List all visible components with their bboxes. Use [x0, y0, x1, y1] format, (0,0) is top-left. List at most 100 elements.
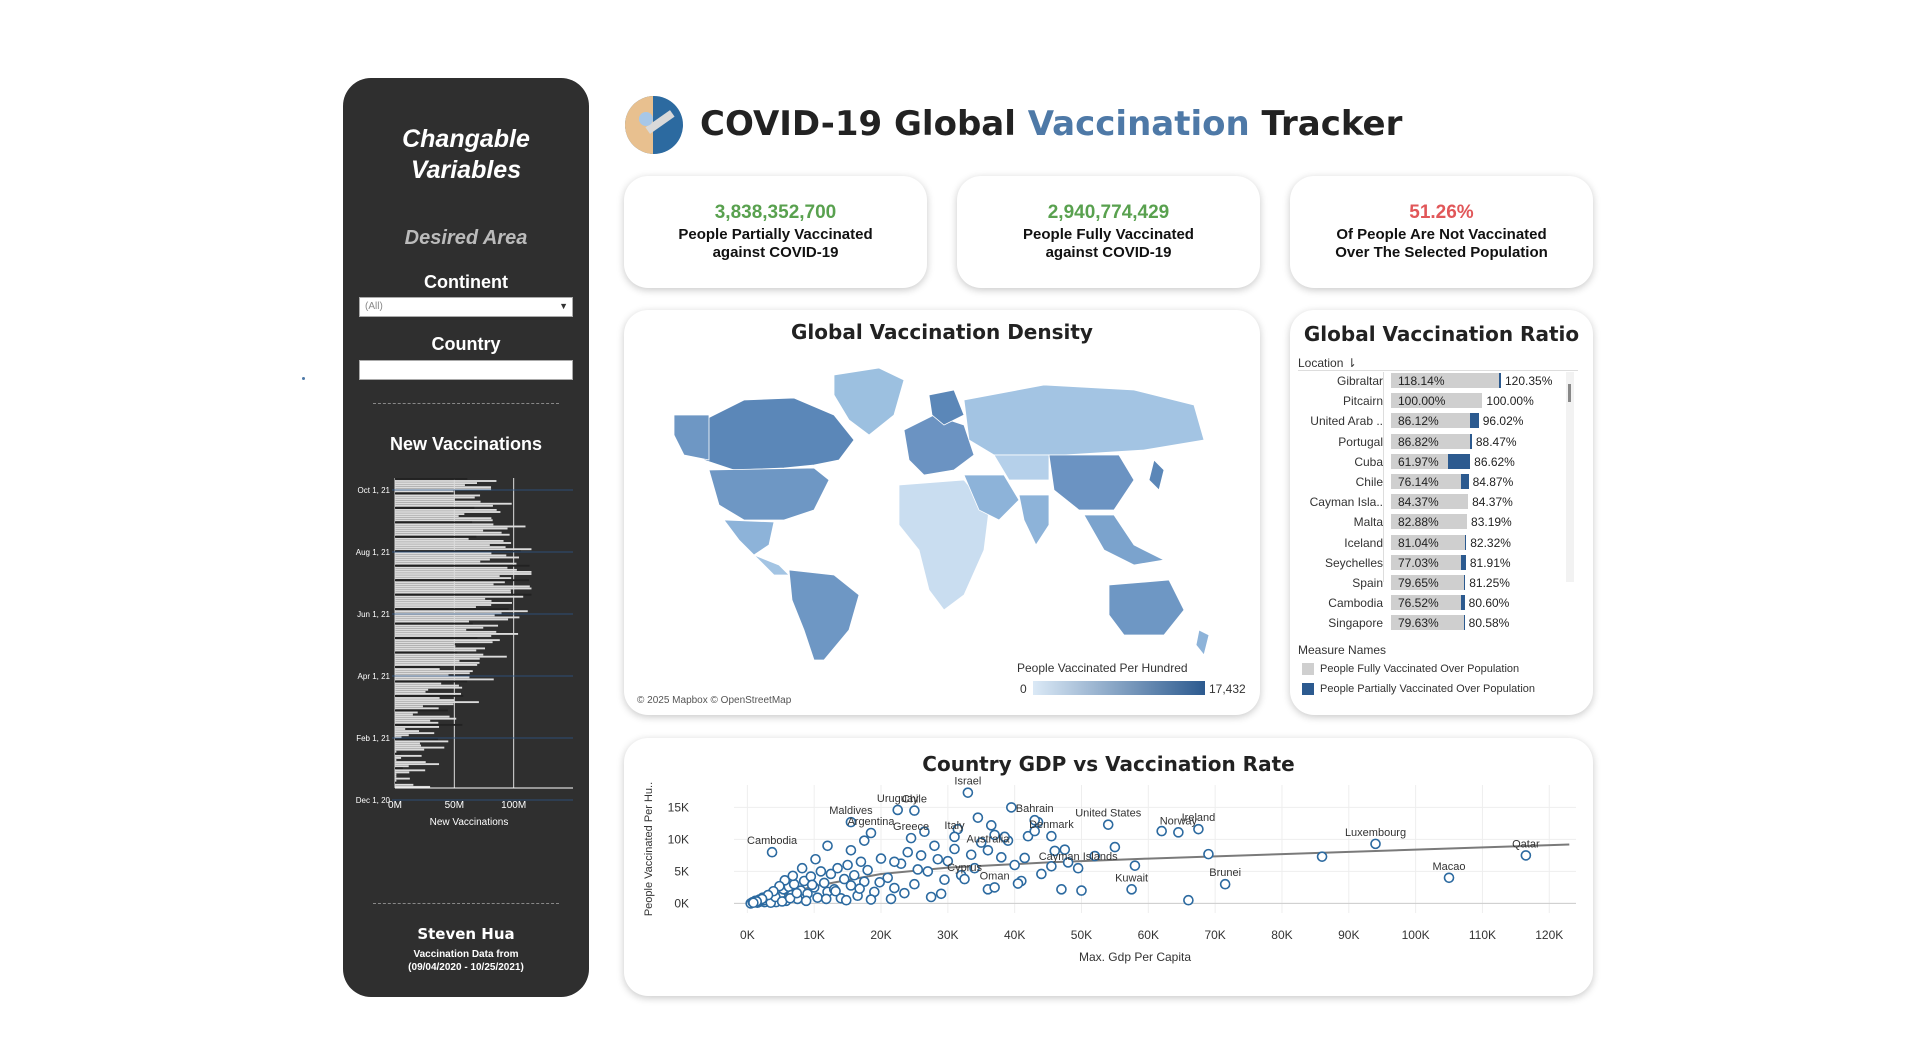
continent-select[interactable]: (All) ▼ [359, 297, 573, 317]
scatter-point[interactable] [975, 837, 987, 848]
world-map[interactable] [664, 360, 1224, 660]
sort-icon[interactable]: ⇂ [1346, 356, 1357, 370]
scatter-point[interactable] [1129, 860, 1141, 871]
scatter-point[interactable] [882, 872, 893, 884]
scatter-point[interactable] [791, 887, 803, 899]
scatter-point[interactable] [949, 843, 960, 855]
scatter-point[interactable] [810, 853, 821, 865]
scatter-point[interactable] [812, 892, 823, 903]
scatter-point[interactable] [989, 829, 1000, 841]
scatter-point[interactable] [800, 895, 812, 907]
scatter-point[interactable] [838, 873, 850, 885]
scatter-point[interactable] [848, 869, 860, 881]
scatter-point[interactable] [822, 840, 833, 852]
ratio-column-header[interactable]: Location ⇂ [1298, 356, 1357, 370]
ratio-row[interactable]: Cambodia 76.52% 80.60% [1298, 594, 1578, 612]
scatter-point[interactable] [885, 893, 897, 905]
scatter-point[interactable] [1019, 852, 1030, 864]
scatter-point[interactable] [929, 840, 940, 852]
scatter-point[interactable] [862, 864, 873, 876]
scatter-point[interactable] [919, 826, 930, 838]
ratio-row[interactable]: United Arab .. 86.12% 96.02% [1298, 412, 1578, 430]
scatter-point-labeled[interactable] [909, 805, 920, 816]
scatter-point[interactable] [899, 887, 910, 899]
scatter-point-labeled[interactable] [959, 873, 970, 885]
scatter-point[interactable] [859, 876, 870, 887]
scatter-point[interactable] [902, 846, 914, 858]
scatter-point-labeled[interactable] [892, 804, 904, 816]
scatter-point-labeled[interactable] [1193, 823, 1204, 835]
ratio-row[interactable]: Iceland 81.04% 82.32% [1298, 534, 1578, 552]
scatter-point[interactable] [854, 883, 865, 894]
scatter-point-labeled[interactable] [1520, 850, 1532, 861]
scatter-point[interactable] [874, 876, 885, 888]
scatter-point-labeled[interactable] [865, 827, 877, 839]
ratio-row[interactable]: Spain 79.65% 81.25% [1298, 574, 1578, 592]
ratio-scrollbar[interactable] [1566, 372, 1574, 582]
scatter-point[interactable] [1076, 885, 1087, 896]
scatter-point[interactable] [942, 855, 954, 867]
scatter-point-labeled[interactable] [1126, 884, 1137, 895]
scatter-point[interactable] [818, 877, 830, 889]
scatter-point[interactable] [1059, 844, 1071, 855]
scatter-point-labeled[interactable] [989, 882, 1000, 893]
scatter-point-labeled[interactable] [962, 787, 974, 798]
scatter-point[interactable] [1183, 894, 1194, 906]
scatter-point-labeled[interactable] [1046, 830, 1057, 842]
ratio-row[interactable]: Seychelles 77.03% 81.91% [1298, 554, 1578, 572]
scatter-point[interactable] [855, 856, 867, 868]
scatter-point[interactable] [915, 850, 927, 861]
scatter-point[interactable] [1009, 859, 1020, 871]
scatter-point-labeled[interactable] [1370, 838, 1381, 850]
scatter-point[interactable] [985, 820, 997, 831]
ratio-row[interactable]: Pitcairn 100.00% 100.00% [1298, 392, 1578, 410]
scatter-point[interactable] [830, 885, 841, 897]
scatter-point[interactable] [1012, 878, 1024, 889]
ratio-row[interactable]: Singapore 79.63% 80.58% [1298, 614, 1578, 632]
scatter-point[interactable] [865, 894, 877, 905]
scatter-point-labeled[interactable] [1102, 819, 1114, 830]
scatter-point[interactable] [1006, 802, 1017, 813]
scatter-point[interactable] [909, 878, 920, 890]
scatter-point[interactable] [1029, 825, 1041, 837]
scatter-point[interactable] [889, 856, 900, 868]
scatter-point[interactable] [996, 852, 1007, 863]
scatter-point[interactable] [1062, 857, 1074, 868]
scatter-point[interactable] [965, 849, 977, 861]
scatter-point-labeled[interactable] [905, 832, 917, 844]
scatter-point[interactable] [845, 880, 857, 891]
scatter-point[interactable] [787, 870, 799, 882]
scatter-point-labeled[interactable] [1443, 872, 1455, 884]
scatter-point[interactable] [912, 864, 924, 875]
scatter-point[interactable] [1046, 860, 1057, 872]
scatter-point[interactable] [832, 862, 843, 874]
scatter-point-labeled[interactable] [1029, 814, 1041, 826]
scatter-point-labeled[interactable] [1173, 827, 1184, 838]
scatter-point[interactable] [925, 891, 937, 903]
scatter-point[interactable] [815, 866, 827, 877]
scatter-point[interactable] [889, 882, 900, 894]
scatter-point[interactable] [939, 874, 950, 886]
scatter-point[interactable] [842, 859, 853, 871]
scatter-point[interactable] [972, 812, 984, 823]
scatter-point-labeled[interactable] [1072, 862, 1084, 874]
scatter-point[interactable] [999, 831, 1010, 843]
scatter-point[interactable] [1049, 845, 1061, 857]
country-input[interactable] [359, 360, 573, 380]
scatter-point-labeled[interactable] [766, 846, 778, 858]
ratio-row[interactable]: Malta 82.88% 83.19% [1298, 513, 1578, 531]
scatter-point[interactable] [859, 835, 870, 846]
scatter-point[interactable] [1203, 848, 1214, 860]
scatter-point[interactable] [1156, 825, 1167, 837]
ratio-row[interactable]: Chile 76.14% 84.87% [1298, 473, 1578, 491]
scatter-point[interactable] [1109, 841, 1121, 853]
scatter-point[interactable] [1036, 868, 1047, 880]
scatter-point[interactable] [805, 871, 817, 882]
scatter-point-labeled[interactable] [949, 831, 960, 843]
scatter-point[interactable] [806, 879, 818, 891]
scatter-point-labeled[interactable] [982, 844, 994, 856]
scatter-point[interactable] [932, 853, 944, 865]
scatter-point[interactable] [1316, 851, 1328, 862]
scatter-point[interactable] [935, 888, 947, 900]
scatter-point[interactable] [748, 897, 759, 909]
